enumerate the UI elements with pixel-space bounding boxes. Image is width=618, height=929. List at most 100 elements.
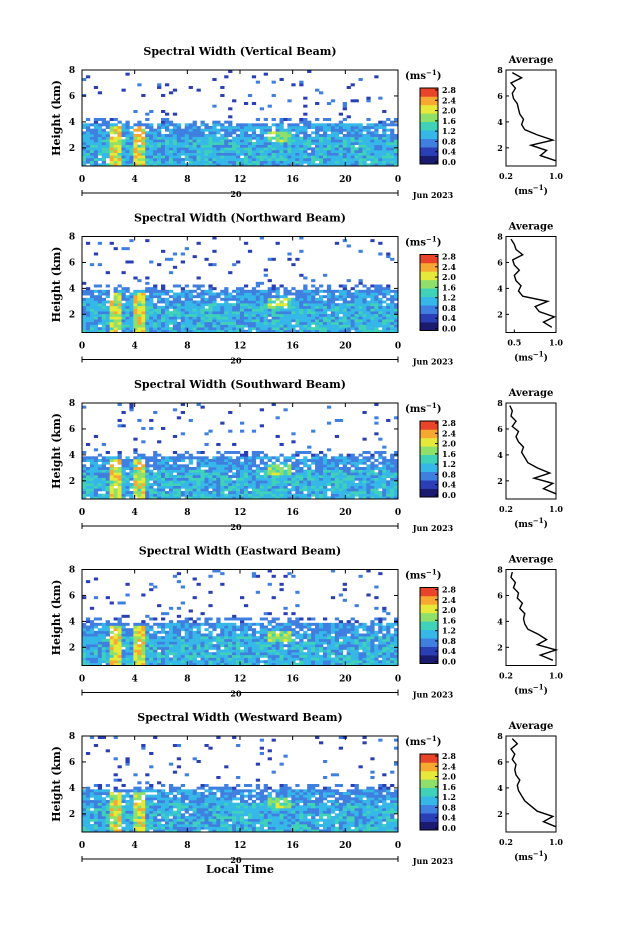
heatmap-cell — [216, 459, 221, 462]
heatmap-cell — [97, 475, 103, 478]
heatmap-cell — [259, 467, 264, 470]
heatmap-cell — [228, 292, 233, 296]
heatmap-cell — [93, 448, 99, 452]
heatmap-cell — [232, 295, 237, 299]
heatmap-cell — [291, 662, 296, 666]
heatmap-cell — [307, 660, 312, 664]
heatmap-cell — [255, 324, 261, 328]
heatmap-cell — [326, 136, 332, 140]
heatmap-cell — [97, 327, 103, 331]
heatmap-cell — [208, 134, 213, 137]
heatmap-cell — [232, 491, 237, 494]
heatmap-cell — [362, 144, 367, 148]
heatmap-cell — [330, 155, 336, 159]
heatmap-cell — [334, 297, 340, 301]
heatmap-cell — [121, 305, 126, 309]
heatmap-cell — [89, 308, 95, 312]
heatmap-cell — [97, 263, 103, 267]
profile-y-tick-label: 4 — [497, 450, 503, 460]
heatmap-cell — [149, 329, 154, 333]
heatmap-cell — [149, 649, 154, 653]
heatmap-cell — [192, 142, 197, 145]
heatmap-cell — [319, 303, 324, 307]
heatmap-cell — [101, 297, 106, 301]
heatmap-cell — [303, 300, 308, 304]
heatmap-cell — [172, 477, 178, 481]
heatmap-cell — [121, 321, 126, 325]
colorbar-segment — [420, 421, 438, 430]
heatmap-cell — [208, 152, 213, 156]
heatmap-cell — [109, 316, 114, 320]
heatmap-cell — [82, 488, 87, 492]
heatmap-cell — [97, 654, 103, 658]
heatmap-cell — [322, 480, 328, 484]
heatmap-cell — [251, 303, 257, 307]
heatmap-cell — [374, 136, 379, 140]
heatmap-cell — [129, 408, 134, 412]
heatmap-cell — [137, 472, 142, 476]
heatmap-cell — [366, 300, 371, 304]
heatmap-cell — [319, 321, 324, 325]
heatmap-cell — [220, 453, 225, 457]
heatmap-cell — [243, 477, 249, 481]
heatmap-cell — [319, 475, 324, 478]
heatmap-cell — [121, 126, 126, 129]
heatmap-cell — [255, 480, 261, 484]
heatmap-cell — [354, 142, 359, 145]
heatmap-cell — [113, 469, 118, 473]
heatmap-cell — [164, 83, 170, 87]
chart-title: Spectral Width (Southward Beam) — [134, 378, 346, 391]
heatmap-cell — [164, 316, 170, 320]
heatmap-cell — [315, 300, 320, 304]
heatmap-cell — [338, 456, 343, 460]
heatmap-cell — [275, 660, 280, 664]
heatmap-cell — [267, 303, 272, 307]
heatmap-cell — [125, 158, 130, 161]
heatmap-cell — [334, 163, 340, 167]
heatmap-cell — [255, 654, 261, 658]
heatmap-cell — [212, 123, 217, 127]
heatmap-cell — [311, 472, 316, 476]
heatmap-cell — [342, 456, 347, 460]
heatmap-cell — [121, 289, 126, 293]
heatmap-cell — [307, 644, 312, 648]
heatmap-cell — [176, 321, 182, 325]
heatmap-cell — [374, 147, 379, 151]
heatmap-cell — [176, 155, 182, 159]
heatmap-cell — [121, 464, 126, 468]
heatmap-cell — [267, 646, 272, 650]
heatmap-cell — [319, 646, 324, 650]
heatmap-cell — [354, 638, 359, 642]
heatmap-cell — [259, 329, 264, 333]
heatmap-cell — [85, 150, 91, 153]
heatmap-cell — [378, 308, 383, 312]
heatmap-cell — [326, 313, 332, 317]
heatmap-cell — [346, 327, 351, 331]
heatmap-cell — [326, 327, 332, 331]
heatmap-cell — [350, 134, 355, 137]
heatmap-cell — [307, 641, 312, 645]
heatmap-cell — [303, 160, 308, 164]
y-tick-label: 4 — [69, 451, 75, 461]
heatmap-cell — [251, 321, 257, 325]
heatmap-cell — [382, 451, 387, 454]
heatmap-cell — [137, 313, 142, 317]
heatmap-cell — [354, 150, 359, 153]
heatmap-cell — [346, 453, 351, 457]
heatmap-cell — [93, 652, 99, 656]
heatmap-cell — [322, 660, 328, 664]
heatmap-cell — [188, 139, 193, 143]
heatmap-cell — [243, 638, 249, 642]
heatmap-cell — [322, 316, 328, 320]
heatmap-cell — [263, 456, 268, 460]
heatmap-cell — [295, 158, 300, 161]
heatmap-cell — [366, 321, 371, 325]
heatmap-cell — [390, 305, 395, 309]
heatmap-cell — [125, 660, 130, 664]
profile-title: Average — [508, 222, 554, 233]
heatmap-cell — [358, 660, 363, 664]
heatmap-cell — [117, 660, 122, 664]
heatmap-cell — [374, 432, 379, 436]
heatmap-cell — [358, 297, 363, 301]
heatmap-cell — [366, 485, 371, 489]
